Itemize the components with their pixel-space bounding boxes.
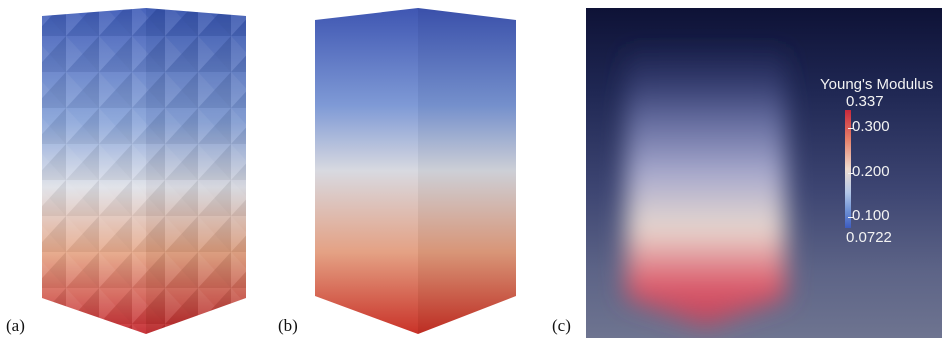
caption-a: (a) xyxy=(6,316,25,335)
colorbar-tick xyxy=(848,217,854,218)
colorbar-tick xyxy=(848,173,854,174)
volume-render-panel: Young's Modulus 0.337 0.300 0.200 0.100 … xyxy=(586,8,942,338)
right-face xyxy=(418,8,516,334)
colorbar-min-label: 0.0722 xyxy=(846,229,892,246)
colorbar xyxy=(845,110,851,228)
colorbar-title: Young's Modulus xyxy=(820,76,934,93)
mesh-block-faceted xyxy=(42,8,246,334)
volume-render xyxy=(626,48,786,326)
caption-b: (b) xyxy=(278,316,298,335)
smooth-block xyxy=(315,8,516,334)
colorbar-tick-label: 0.100 xyxy=(852,207,890,224)
colorbar-tick xyxy=(848,128,854,129)
colorbar-tick-label: 0.300 xyxy=(852,118,890,135)
left-face xyxy=(315,8,418,334)
colorbar-tick-label: 0.200 xyxy=(852,163,890,180)
caption-c: (c) xyxy=(552,316,571,335)
colorbar-max-label: 0.337 xyxy=(846,93,884,110)
